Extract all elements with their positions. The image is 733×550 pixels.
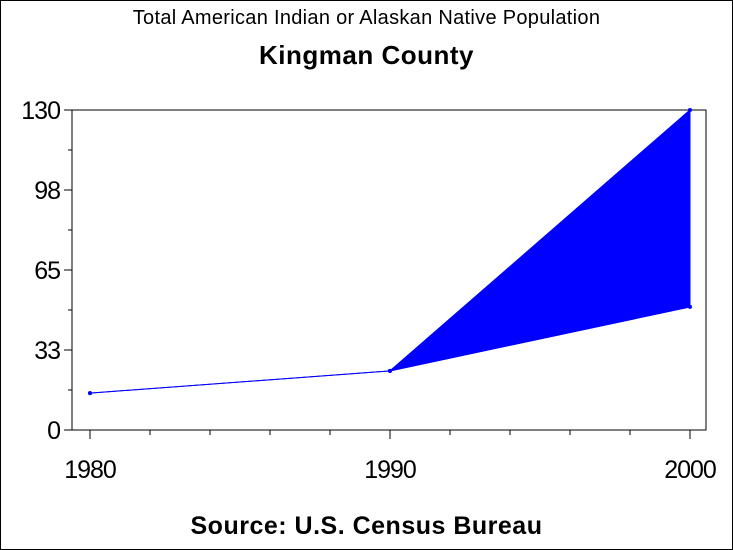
data-point — [688, 304, 692, 309]
chart-title: Kingman County — [259, 40, 474, 70]
x-tick-label: 2000 — [664, 456, 716, 484]
data-point — [688, 108, 692, 112]
y-tick-label: 0 — [47, 417, 60, 445]
data-point — [388, 368, 392, 373]
y-tick-label: 98 — [34, 177, 60, 205]
y-tick-label: 65 — [34, 257, 60, 285]
y-tick-label: 33 — [34, 337, 60, 365]
data-point — [88, 391, 92, 396]
chart-source: Source: U.S. Census Bureau — [190, 512, 543, 540]
y-tick-label: 130 — [21, 97, 60, 125]
chart-subtitle: Total American Indian or Alaskan Native … — [132, 7, 601, 29]
x-tick-label: 1990 — [364, 456, 416, 484]
x-tick-label: 1980 — [64, 456, 116, 484]
